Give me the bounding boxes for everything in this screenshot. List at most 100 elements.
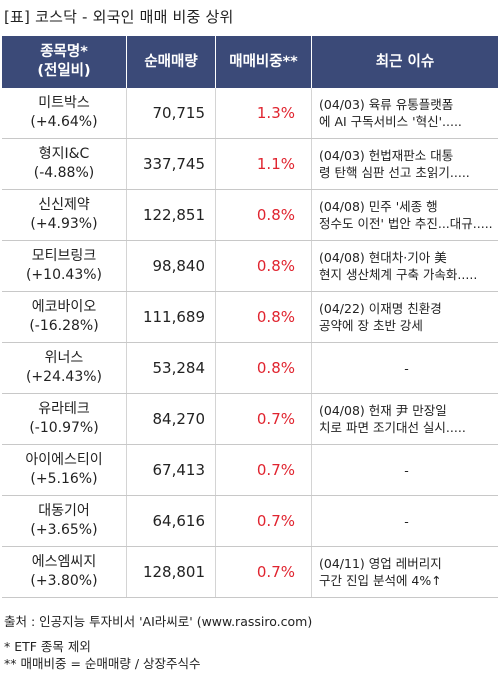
- issue-line-2: 현지 생산체계 구축 가속화.....: [319, 267, 478, 282]
- stock-name: 에스엠씨지: [31, 554, 97, 570]
- table-body: 미트박스 (+4.64%) 70,715 1.3% (04/03) 육류 유통플랫폼 에 …: [2, 88, 498, 598]
- page-title: [표] 코스닥 - 외국인 매매 비중 상위: [4, 8, 234, 26]
- trade-ratio: 0.8%: [216, 241, 312, 291]
- issue-line-2: 치로 파면 조기대선 실시.....: [319, 420, 466, 435]
- header-net: 순매매량: [127, 36, 216, 88]
- stock-name: 에코바이오: [31, 299, 97, 315]
- trade-ratio: 0.8%: [216, 343, 312, 393]
- table-row: 모티브링크 (+10.43%) 98,840 0.8% (04/08) 현대차·기아 美…: [2, 241, 498, 292]
- stock-name: 모티브링크: [31, 248, 97, 264]
- issue-line-2: 령 탄핵 심판 선고 초읽기.....: [319, 165, 470, 180]
- issue-line-1: (04/08) 민주 '세종 행: [319, 199, 438, 214]
- stock-name: 아이에스티이: [25, 452, 103, 468]
- net-volume: 67,413: [127, 445, 216, 495]
- stock-name: 대동기어: [38, 503, 90, 519]
- table-row: 형지I&C (-4.88%) 337,745 1.1% (04/03) 헌법재판소 대통…: [2, 139, 498, 190]
- table-header: 종목명* (전일비) 순매매량 매매비중** 최근 이슈: [2, 36, 498, 88]
- issue-cell: (04/08) 현대차·기아 美 현지 생산체계 구축 가속화.....: [312, 241, 498, 291]
- stock-cell: 대동기어 (+3.65%): [2, 496, 127, 546]
- stock-change: (+24.43%): [25, 369, 103, 385]
- net-volume: 98,840: [127, 241, 216, 291]
- trade-ratio: 1.1%: [216, 139, 312, 189]
- stock-cell: 에스엠씨지 (+3.80%): [2, 547, 127, 597]
- issue-line-2: 정수도 이전' 법안 추진...대규.....: [319, 216, 493, 231]
- trade-ratio: 1.3%: [216, 88, 312, 138]
- issue-line-1: -: [404, 360, 409, 376]
- trade-ratio: 0.8%: [216, 190, 312, 240]
- net-volume: 84,270: [127, 394, 216, 444]
- trade-ratio: 0.7%: [216, 547, 312, 597]
- stock-cell: 신신제약 (+4.93%): [2, 190, 127, 240]
- issue-line-1: -: [404, 462, 409, 478]
- stock-change: (+3.80%): [30, 573, 98, 589]
- table-row: 위너스 (+24.43%) 53,284 0.8% -: [2, 343, 498, 394]
- table-row: 미트박스 (+4.64%) 70,715 1.3% (04/03) 육류 유통플랫폼 에 …: [2, 88, 498, 139]
- net-volume: 70,715: [127, 88, 216, 138]
- footnote-etf: * ETF 종목 제외: [4, 639, 91, 654]
- stock-cell: 유라테크 (-10.97%): [2, 394, 127, 444]
- issue-cell: -: [312, 343, 498, 393]
- header-name-label: 종목명*: [40, 44, 88, 60]
- header-issue: 최근 이슈: [375, 53, 435, 70]
- net-volume: 64,616: [127, 496, 216, 546]
- issue-line-1: (04/08) 현대차·기아 美: [319, 250, 447, 265]
- stock-change: (-16.28%): [29, 318, 99, 334]
- issue-line-2: 공약에 장 초반 강세: [319, 318, 423, 333]
- table-row: 대동기어 (+3.65%) 64,616 0.7% -: [2, 496, 498, 547]
- issue-line-2: 구간 진입 분석에 4%↑: [319, 573, 442, 588]
- stock-change: (+10.43%): [25, 267, 103, 283]
- stock-cell: 미트박스 (+4.64%): [2, 88, 127, 138]
- stock-name: 미트박스: [38, 95, 90, 111]
- stock-change: (-10.97%): [29, 420, 99, 436]
- issue-line-1: (04/03) 헌법재판소 대통: [319, 148, 454, 163]
- net-volume: 122,851: [127, 190, 216, 240]
- trade-ratio: 0.8%: [216, 292, 312, 342]
- stock-cell: 위너스 (+24.43%): [2, 343, 127, 393]
- issue-line-1: (04/03) 육류 유통플랫폼: [319, 97, 454, 112]
- issue-cell: -: [312, 445, 498, 495]
- issue-cell: -: [312, 496, 498, 546]
- stock-change: (+4.93%): [30, 216, 98, 232]
- header-name: 종목명* (전일비): [2, 36, 127, 88]
- header-change-label: (전일비): [37, 63, 91, 79]
- foreign-trade-table: 종목명* (전일비) 순매매량 매매비중** 최근 이슈 미트박스 (+4.64%…: [2, 36, 498, 598]
- issue-line-1: (04/11) 영업 레버리지: [319, 556, 442, 571]
- issue-line-2: 에 AI 구독서비스 '혁신'.....: [319, 114, 462, 129]
- trade-ratio: 0.7%: [216, 394, 312, 444]
- table-row: 아이에스티이 (+5.16%) 67,413 0.7% -: [2, 445, 498, 496]
- header-ratio: 매매비중**: [216, 36, 312, 88]
- issue-line-1: -: [404, 513, 409, 529]
- issue-line-1: (04/08) 헌재 尹 만장일: [319, 403, 447, 418]
- stock-cell: 아이에스티이 (+5.16%): [2, 445, 127, 495]
- footnote-ratio: ** 매매비중 = 순매매량 / 상장주식수: [4, 656, 201, 671]
- stock-change: (+3.65%): [30, 522, 98, 538]
- stock-cell: 형지I&C (-4.88%): [2, 139, 127, 189]
- stock-name: 형지I&C: [38, 146, 90, 162]
- stock-name: 유라테크: [38, 401, 90, 417]
- table-row: 에스엠씨지 (+3.80%) 128,801 0.7% (04/11) 영업 레버리지 구…: [2, 547, 498, 598]
- net-volume: 53,284: [127, 343, 216, 393]
- net-volume: 128,801: [127, 547, 216, 597]
- net-volume: 111,689: [127, 292, 216, 342]
- stock-name: 신신제약: [38, 197, 90, 213]
- stock-change: (+5.16%): [30, 471, 98, 487]
- trade-ratio: 0.7%: [216, 496, 312, 546]
- stock-name: 위너스: [44, 350, 84, 366]
- stock-change: (+4.64%): [30, 114, 98, 130]
- table-row: 에코바이오 (-16.28%) 111,689 0.8% (04/22) 이재명 친환경…: [2, 292, 498, 343]
- source-note: 출처 : 인공지능 투자비서 'AI라씨로' (www.rassiro.com): [4, 614, 313, 629]
- stock-cell: 에코바이오 (-16.28%): [2, 292, 127, 342]
- table-row: 유라테크 (-10.97%) 84,270 0.7% (04/08) 헌재 尹 만장일 치…: [2, 394, 498, 445]
- trade-ratio: 0.7%: [216, 445, 312, 495]
- net-volume: 337,745: [127, 139, 216, 189]
- stock-cell: 모티브링크 (+10.43%): [2, 241, 127, 291]
- issue-line-1: (04/22) 이재명 친환경: [319, 301, 442, 316]
- stock-change: (-4.88%): [33, 165, 95, 181]
